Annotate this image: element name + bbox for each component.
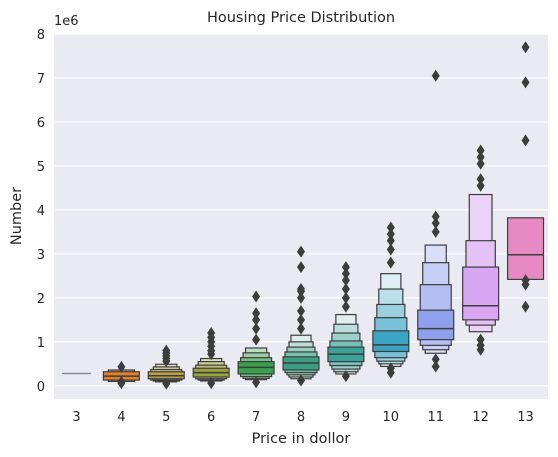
x-tick-label: 13 bbox=[517, 410, 534, 425]
outlier-point bbox=[521, 76, 530, 89]
outlier-point bbox=[297, 245, 305, 258]
y-tick-label: 0 bbox=[37, 380, 45, 395]
boxen-group-11 bbox=[417, 69, 455, 373]
outlier-point bbox=[341, 300, 350, 313]
outlier-point bbox=[252, 290, 261, 303]
y-axis-label: Number bbox=[9, 187, 25, 245]
boxen-group-10 bbox=[372, 221, 410, 379]
outlier-point bbox=[386, 221, 395, 234]
outlier-point bbox=[117, 377, 126, 390]
outlier-point bbox=[162, 344, 171, 357]
outlier-point bbox=[476, 157, 485, 170]
outlier-point bbox=[476, 144, 485, 157]
outlier-point bbox=[297, 305, 305, 318]
chart-marks bbox=[62, 41, 545, 390]
outlier-point bbox=[521, 41, 530, 54]
outlier-point bbox=[431, 210, 440, 223]
x-tick-label: 8 bbox=[297, 410, 305, 425]
y-tick-label: 4 bbox=[37, 204, 45, 219]
y-multiplier: 1e6 bbox=[54, 14, 79, 29]
y-tick-label: 7 bbox=[37, 72, 45, 87]
boxen-group-5 bbox=[147, 344, 185, 390]
y-tick-label: 2 bbox=[37, 292, 45, 307]
outlier-point bbox=[117, 360, 126, 373]
x-tick-label: 6 bbox=[207, 410, 215, 425]
x-tick-label: 9 bbox=[342, 410, 350, 425]
outlier-point bbox=[386, 256, 395, 269]
outlier-point bbox=[341, 370, 350, 383]
outlier-point bbox=[386, 234, 395, 247]
boxen-group-13 bbox=[506, 41, 545, 313]
x-tick-label: 12 bbox=[472, 410, 489, 425]
outlier-point bbox=[476, 179, 485, 192]
outlier-point bbox=[297, 322, 305, 335]
y-tick-labels: 0 1 2 3 4 5 6 7 8 bbox=[37, 28, 45, 395]
boxen-group-6 bbox=[192, 327, 230, 390]
outlier-point bbox=[431, 225, 440, 238]
outlier-point bbox=[431, 360, 440, 373]
outlier-point bbox=[386, 362, 395, 375]
y-tick-label: 8 bbox=[37, 28, 45, 43]
outlier-point bbox=[386, 243, 395, 256]
outlier-point bbox=[297, 261, 305, 274]
outlier-point bbox=[207, 327, 216, 340]
boxen-group-9 bbox=[327, 261, 365, 383]
outlier-point bbox=[431, 353, 440, 366]
outlier-point bbox=[341, 283, 350, 296]
outlier-point bbox=[252, 333, 261, 346]
x-tick-label: 7 bbox=[252, 410, 260, 425]
x-tick-label: 5 bbox=[162, 410, 170, 425]
boxen-group-7 bbox=[237, 290, 275, 389]
x-tick-label: 4 bbox=[117, 410, 125, 425]
outlier-point bbox=[476, 151, 485, 164]
y-tick-label: 3 bbox=[37, 248, 45, 263]
outlier-point bbox=[341, 267, 350, 280]
x-tick-label: 3 bbox=[72, 410, 80, 425]
outlier-point bbox=[297, 313, 305, 326]
outlier-point bbox=[341, 291, 350, 304]
outlier-point bbox=[431, 217, 440, 230]
outlier-point bbox=[341, 274, 350, 287]
outlier-point bbox=[252, 322, 261, 335]
x-tick-label: 10 bbox=[383, 410, 400, 425]
outlier-point bbox=[297, 374, 305, 387]
outlier-point bbox=[521, 274, 530, 287]
y-tick-label: 5 bbox=[37, 160, 45, 175]
x-tick-labels: 3 4 5 6 7 8 9 10 11 12 13 bbox=[72, 410, 534, 425]
outlier-point bbox=[297, 291, 305, 304]
outlier-point bbox=[252, 313, 261, 326]
outlier-point bbox=[252, 376, 261, 389]
boxen-box bbox=[506, 217, 545, 280]
outlier-point bbox=[207, 377, 216, 390]
outlier-point bbox=[476, 173, 485, 186]
boxen-group-12 bbox=[462, 144, 500, 356]
boxen-box bbox=[372, 330, 410, 353]
boxen-box bbox=[462, 266, 500, 321]
boxen-group-4 bbox=[102, 360, 140, 390]
chart-title: Housing Price Distribution bbox=[207, 10, 395, 26]
outlier-point bbox=[476, 333, 485, 346]
y-tick-label: 6 bbox=[37, 116, 45, 131]
outlier-point bbox=[297, 283, 305, 296]
outlier-point bbox=[431, 69, 440, 82]
outlier-point bbox=[521, 134, 530, 147]
outlier-point bbox=[521, 300, 530, 313]
y-tick-label: 1 bbox=[37, 336, 45, 351]
x-tick-label: 11 bbox=[427, 410, 444, 425]
boxen-box bbox=[417, 309, 455, 341]
outlier-point bbox=[386, 228, 395, 241]
outlier-point bbox=[341, 261, 350, 274]
x-axis-label: Price in dollor bbox=[252, 431, 351, 447]
outlier-point bbox=[252, 307, 261, 320]
outlier-point bbox=[162, 377, 171, 390]
boxen-group-8 bbox=[282, 245, 320, 387]
